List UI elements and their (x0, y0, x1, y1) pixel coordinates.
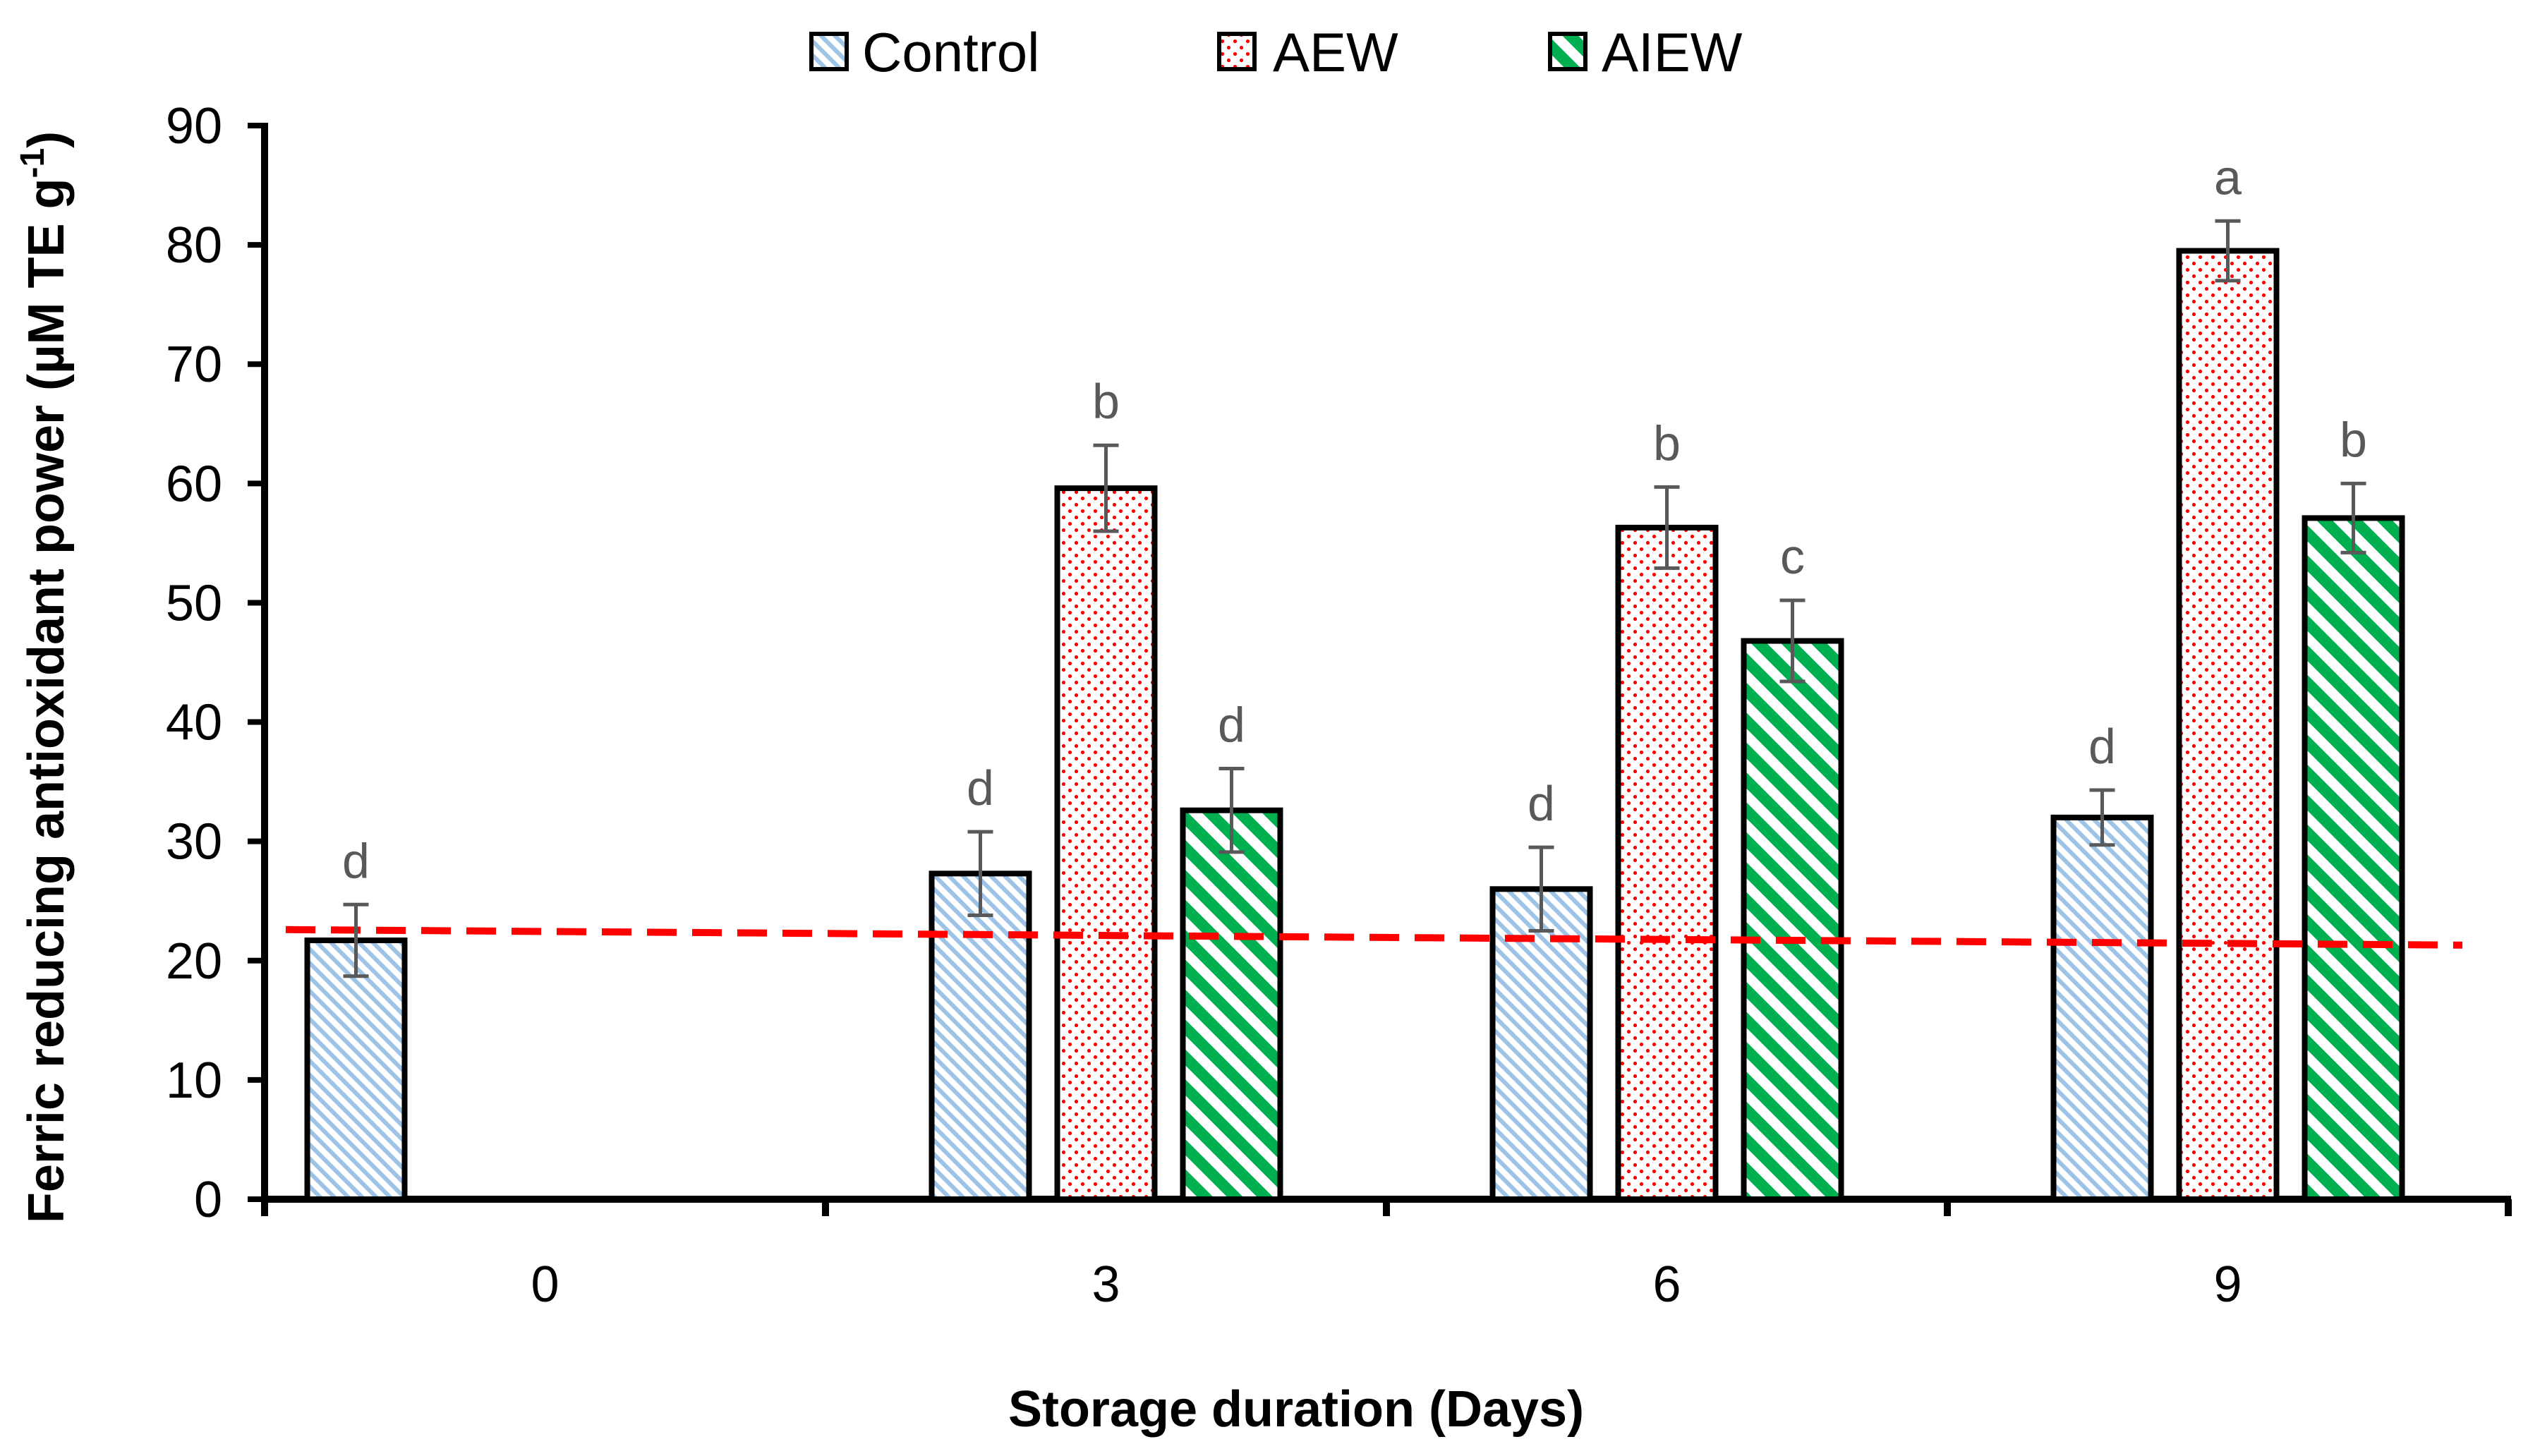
y-tick-label: 90 (166, 98, 222, 154)
bar-aiew (1180, 807, 1283, 1202)
legend-swatch-aew (1217, 32, 1257, 71)
legend-swatch-aiew (1548, 32, 1588, 71)
legend-swatch-control (809, 32, 849, 71)
bar-aiew (2302, 515, 2405, 1202)
legend-label-control: Control (862, 21, 1039, 83)
axes: 0 10 20 30 40 50 60 70 80 90 0 3 6 9 (166, 98, 2512, 1313)
y-tick-label: 60 (166, 456, 222, 512)
significance-letter: b (1092, 374, 1120, 429)
legend-item-aiew: AIEW (1548, 21, 1743, 83)
y-axis-title-end: ) (18, 131, 75, 148)
x-tick-label: 3 (1091, 1256, 1120, 1313)
significance-letter: c (1780, 529, 1805, 584)
y-tick-label: 70 (166, 336, 222, 393)
legend-item-aew: AEW (1217, 21, 1398, 83)
legend: Control AEW AIEW (809, 21, 1743, 83)
bar-control (929, 870, 1032, 1202)
bars (304, 248, 2405, 1203)
bar-control (2050, 814, 2154, 1203)
significance-letter: b (2340, 412, 2367, 467)
y-axis-title-superscript: -1 (14, 148, 52, 178)
significance-letter: d (2088, 719, 2116, 774)
significance-letters: d d b d d b c d a b (342, 150, 2367, 888)
legend-label-aew: AEW (1273, 21, 1398, 83)
bar-aew (1054, 485, 1158, 1202)
legend-label-aiew: AIEW (1602, 21, 1743, 83)
significance-letter: d (967, 760, 994, 815)
significance-letter: d (342, 833, 370, 888)
significance-letter: d (1528, 776, 1555, 831)
y-tick-label: 20 (166, 933, 222, 990)
bar-aiew (1741, 638, 1844, 1202)
legend-item-control: Control (809, 21, 1039, 83)
y-tick-label: 30 (166, 814, 222, 870)
y-axis-title: Ferric reducing antioxidant power (µM TE… (14, 131, 75, 1223)
y-tick-label: 40 (166, 695, 222, 751)
significance-letter: a (2214, 150, 2242, 205)
bar-aew (1615, 524, 1719, 1202)
x-axis-title: Storage duration (Days) (1008, 1381, 1584, 1438)
y-tick-label: 80 (166, 217, 222, 274)
y-tick-label: 10 (166, 1052, 222, 1109)
y-tick-label: 0 (194, 1172, 222, 1228)
bar-control (304, 938, 408, 1203)
significance-letter: d (1218, 698, 1245, 753)
significance-letter: b (1653, 415, 1681, 471)
x-tick-label: 6 (1652, 1256, 1681, 1313)
trendline (285, 926, 2463, 949)
y-axis-title-main: Ferric reducing antioxidant power (µM TE… (18, 178, 75, 1224)
x-tick-label: 0 (531, 1256, 559, 1313)
trendline-layer (285, 926, 2463, 949)
bar-aew (2176, 248, 2280, 1203)
error-bars (343, 219, 2366, 978)
x-tick-label: 9 (2213, 1256, 2242, 1313)
y-tick-label: 50 (166, 575, 222, 631)
